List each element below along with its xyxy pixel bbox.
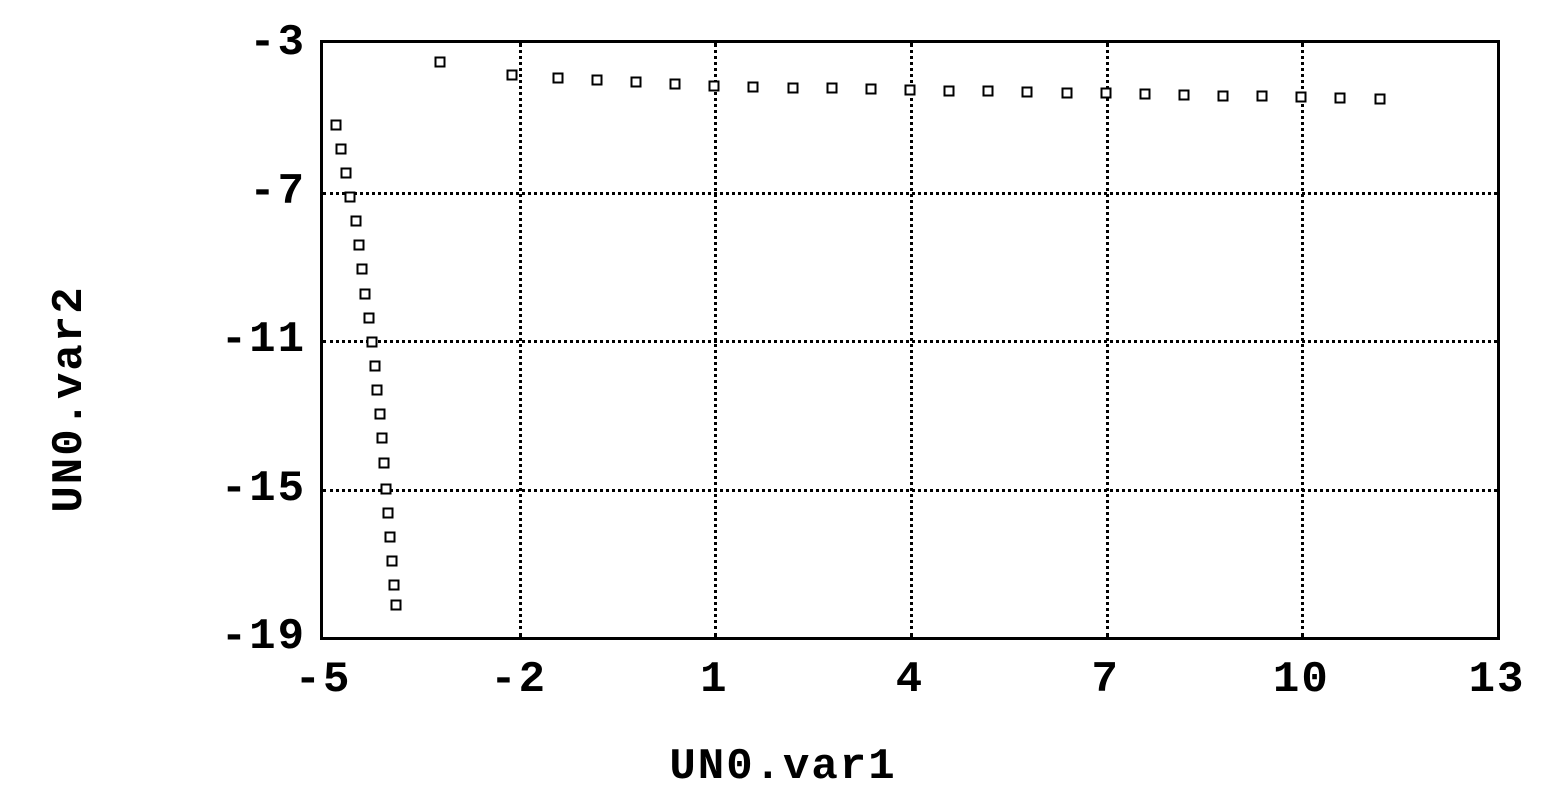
data-point <box>670 78 681 89</box>
x-axis-label: UN0.var1 <box>669 742 896 792</box>
data-point <box>631 76 642 87</box>
data-point <box>1257 91 1268 102</box>
data-point <box>1022 87 1033 98</box>
data-point <box>331 119 342 130</box>
data-point <box>360 288 371 299</box>
data-point <box>435 56 446 67</box>
data-point <box>350 216 361 227</box>
data-point <box>1374 93 1385 104</box>
x-tick-label: 7 <box>1091 655 1119 705</box>
data-point <box>709 80 720 91</box>
data-point <box>385 531 396 542</box>
grid-line-horizontal <box>323 340 1497 343</box>
x-tick-label: -2 <box>490 655 547 705</box>
data-point <box>507 69 518 80</box>
data-point <box>366 336 377 347</box>
y-tick-label: -3 <box>249 18 306 68</box>
data-point <box>983 86 994 97</box>
data-point <box>340 167 351 178</box>
data-point <box>369 360 380 371</box>
data-point <box>905 84 916 95</box>
y-axis-label: UN0.var2 <box>45 285 95 512</box>
grid-line-horizontal <box>323 192 1497 195</box>
data-point <box>376 433 387 444</box>
data-point <box>1178 89 1189 100</box>
data-point <box>787 82 798 93</box>
data-point <box>389 580 400 591</box>
data-point <box>591 75 602 86</box>
data-point <box>1335 92 1346 103</box>
data-point <box>1296 92 1307 103</box>
data-point <box>336 143 347 154</box>
grid-line-horizontal <box>323 489 1497 492</box>
data-point <box>944 85 955 96</box>
data-point <box>374 409 385 420</box>
y-tick-label: -15 <box>221 464 306 514</box>
data-point <box>1061 87 1072 98</box>
data-point <box>353 240 364 251</box>
data-point <box>387 555 398 566</box>
data-point <box>391 600 402 611</box>
data-point <box>826 83 837 94</box>
data-point <box>1218 90 1229 101</box>
data-point <box>748 81 759 92</box>
data-point <box>379 457 390 468</box>
x-tick-label: 1 <box>700 655 728 705</box>
data-point <box>1100 88 1111 99</box>
x-tick-label: 10 <box>1273 655 1330 705</box>
data-point <box>865 84 876 95</box>
x-tick-label: 4 <box>896 655 924 705</box>
data-point <box>363 312 374 323</box>
chart-container: UN0.var2 UN0.var1 -5 -2 1 4 7 10 13 -3 -7 -11 -15 -… <box>0 0 1566 798</box>
data-point <box>552 73 563 84</box>
data-point <box>383 507 394 518</box>
y-tick-label: -19 <box>221 612 306 662</box>
data-point <box>372 385 383 396</box>
y-tick-label: -7 <box>249 167 306 217</box>
data-point <box>357 264 368 275</box>
data-point <box>1139 89 1150 100</box>
plot-area <box>320 40 1500 640</box>
x-tick-label: -5 <box>295 655 352 705</box>
y-tick-label: -11 <box>221 315 306 365</box>
data-point <box>381 483 392 494</box>
x-tick-label: 13 <box>1469 655 1526 705</box>
data-point <box>345 192 356 203</box>
